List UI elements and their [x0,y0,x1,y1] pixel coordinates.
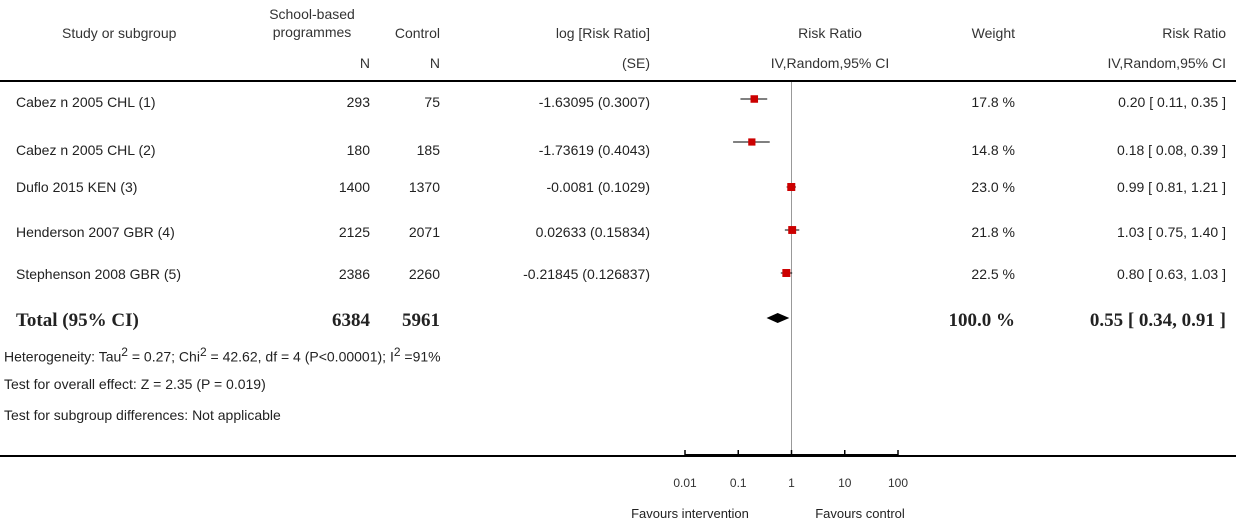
rr-ci: 1.03 [ 0.75, 1.40 ] [1117,224,1226,240]
study-marker [748,138,756,146]
study-name: Henderson 2007 GBR (4) [16,224,175,240]
study-marker [750,95,759,103]
weight: 14.8 % [971,142,1015,158]
study-marker [788,226,797,234]
header-logrr: log [Risk Ratio] [555,25,650,41]
header-rr-plot: Risk Ratio [798,25,862,41]
heterogeneity-note: Heterogeneity: Tau2 = 0.27; Chi2 = 42.62… [4,345,441,365]
favours-control-label: Favours control [815,506,905,521]
header-rr-text: Risk Ratio [1162,25,1226,41]
study-name: Duflo 2015 KEN (3) [16,179,138,195]
weight: 22.5 % [971,266,1015,282]
header-control-n: N [429,55,440,71]
exp-n: 293 [346,94,370,110]
header-weight: Weight [971,25,1015,41]
rr-ci: 0.80 [ 0.63, 1.03 ] [1117,266,1226,282]
total-label: Total (95% CI) [16,310,139,331]
exp-n: 2125 [338,224,370,240]
subgroup-note: Test for subgroup differences: Not appli… [4,407,281,423]
control-n: 185 [416,142,440,158]
logrr-se: -0.0081 (0.1029) [546,179,650,195]
control-n: 2071 [408,224,440,240]
study-marker [782,269,791,277]
control-n: 75 [424,94,440,110]
exp-n: 2386 [338,266,370,282]
header-exp-line2: programmes [272,24,352,40]
weight: 17.8 % [971,94,1015,110]
study-name: Stephenson 2008 GBR (5) [16,266,181,282]
x-tick-label: 1 [788,476,795,490]
header-rule [0,80,1236,82]
header-study: Study or subgroup [62,25,177,41]
rr-ci: 0.99 [ 0.81, 1.21 ] [1117,179,1226,195]
logrr-se: -1.63095 (0.3007) [538,94,650,110]
study-name: Cabez n 2005 CHL (2) [16,142,156,158]
total-rr-ci: 0.55 [ 0.34, 0.91 ] [1089,310,1226,331]
rr-ci: 0.20 [ 0.11, 0.35 ] [1118,94,1226,110]
exp-n: 180 [346,142,370,158]
pooled-diamond [766,313,790,323]
favours-intervention-label: Favours intervention [631,506,749,521]
header-control: Control [394,25,440,41]
exp-n: 1400 [338,179,370,195]
rr-ci: 0.18 [ 0.08, 0.39 ] [1117,142,1226,158]
weight: 23.0 % [971,179,1015,195]
x-tick-label: 100 [888,476,908,490]
bottom-rule [0,455,1236,457]
x-tick-label: 0.1 [730,476,747,490]
total-exp-n: 6384 [332,310,370,331]
logrr-se: -1.73619 (0.4043) [538,142,650,158]
study-marker [787,183,796,191]
header-rr-text-method: IV,Random,95% CI [1107,55,1226,71]
header-exp-line1: School-based [269,6,355,22]
x-tick-label: 10 [838,476,852,490]
weight: 21.8 % [971,224,1015,240]
header-exp-n: N [359,55,370,71]
total-control-n: 5961 [402,310,440,331]
overall-effect-note: Test for overall effect: Z = 2.35 (P = 0… [4,376,266,392]
study-name: Cabez n 2005 CHL (1) [16,94,156,110]
control-n: 1370 [408,179,440,195]
x-tick-label: 0.01 [673,476,697,490]
total-weight: 100.0 % [948,310,1016,331]
header-rr-plot-method: IV,Random,95% CI [770,55,890,71]
logrr-se: -0.21845 (0.126837) [523,266,650,282]
control-n: 2260 [408,266,440,282]
header-logrr-se: (SE) [622,55,650,71]
logrr-se: 0.02633 (0.15834) [535,224,650,240]
